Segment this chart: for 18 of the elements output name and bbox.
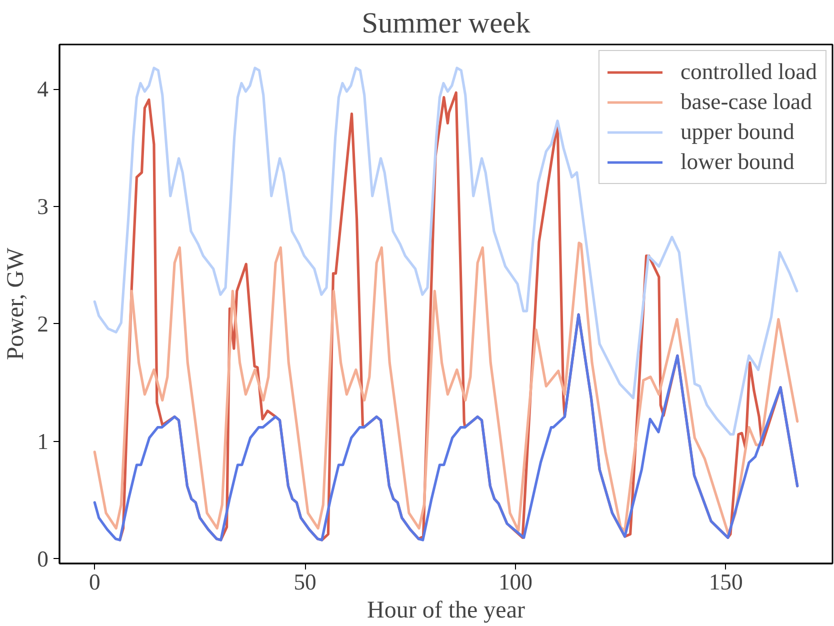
y-tick-label: 4: [37, 76, 48, 102]
legend-label: controlled load: [680, 59, 817, 85]
chart-title: Summer week: [362, 8, 531, 40]
x-tick-label: 100: [498, 570, 532, 594]
y-axis-title: Power, GW: [3, 247, 30, 360]
legend-label: upper bound: [680, 119, 794, 145]
y-tick-label: 0: [37, 546, 48, 572]
x-axis-title: Hour of the year: [367, 598, 525, 624]
x-tick-label: 0: [88, 570, 100, 594]
y-tick-label: 3: [37, 194, 48, 220]
line-series: [93, 242, 799, 536]
x-tick-label: 50: [294, 570, 316, 594]
y-tick-label: 1: [37, 428, 48, 454]
line-series: [93, 313, 799, 542]
legend-label: base-case load: [680, 89, 812, 115]
legend-label: lower bound: [680, 149, 794, 175]
y-tick-label: 2: [37, 311, 48, 336]
x-tick-label: 150: [708, 570, 743, 594]
